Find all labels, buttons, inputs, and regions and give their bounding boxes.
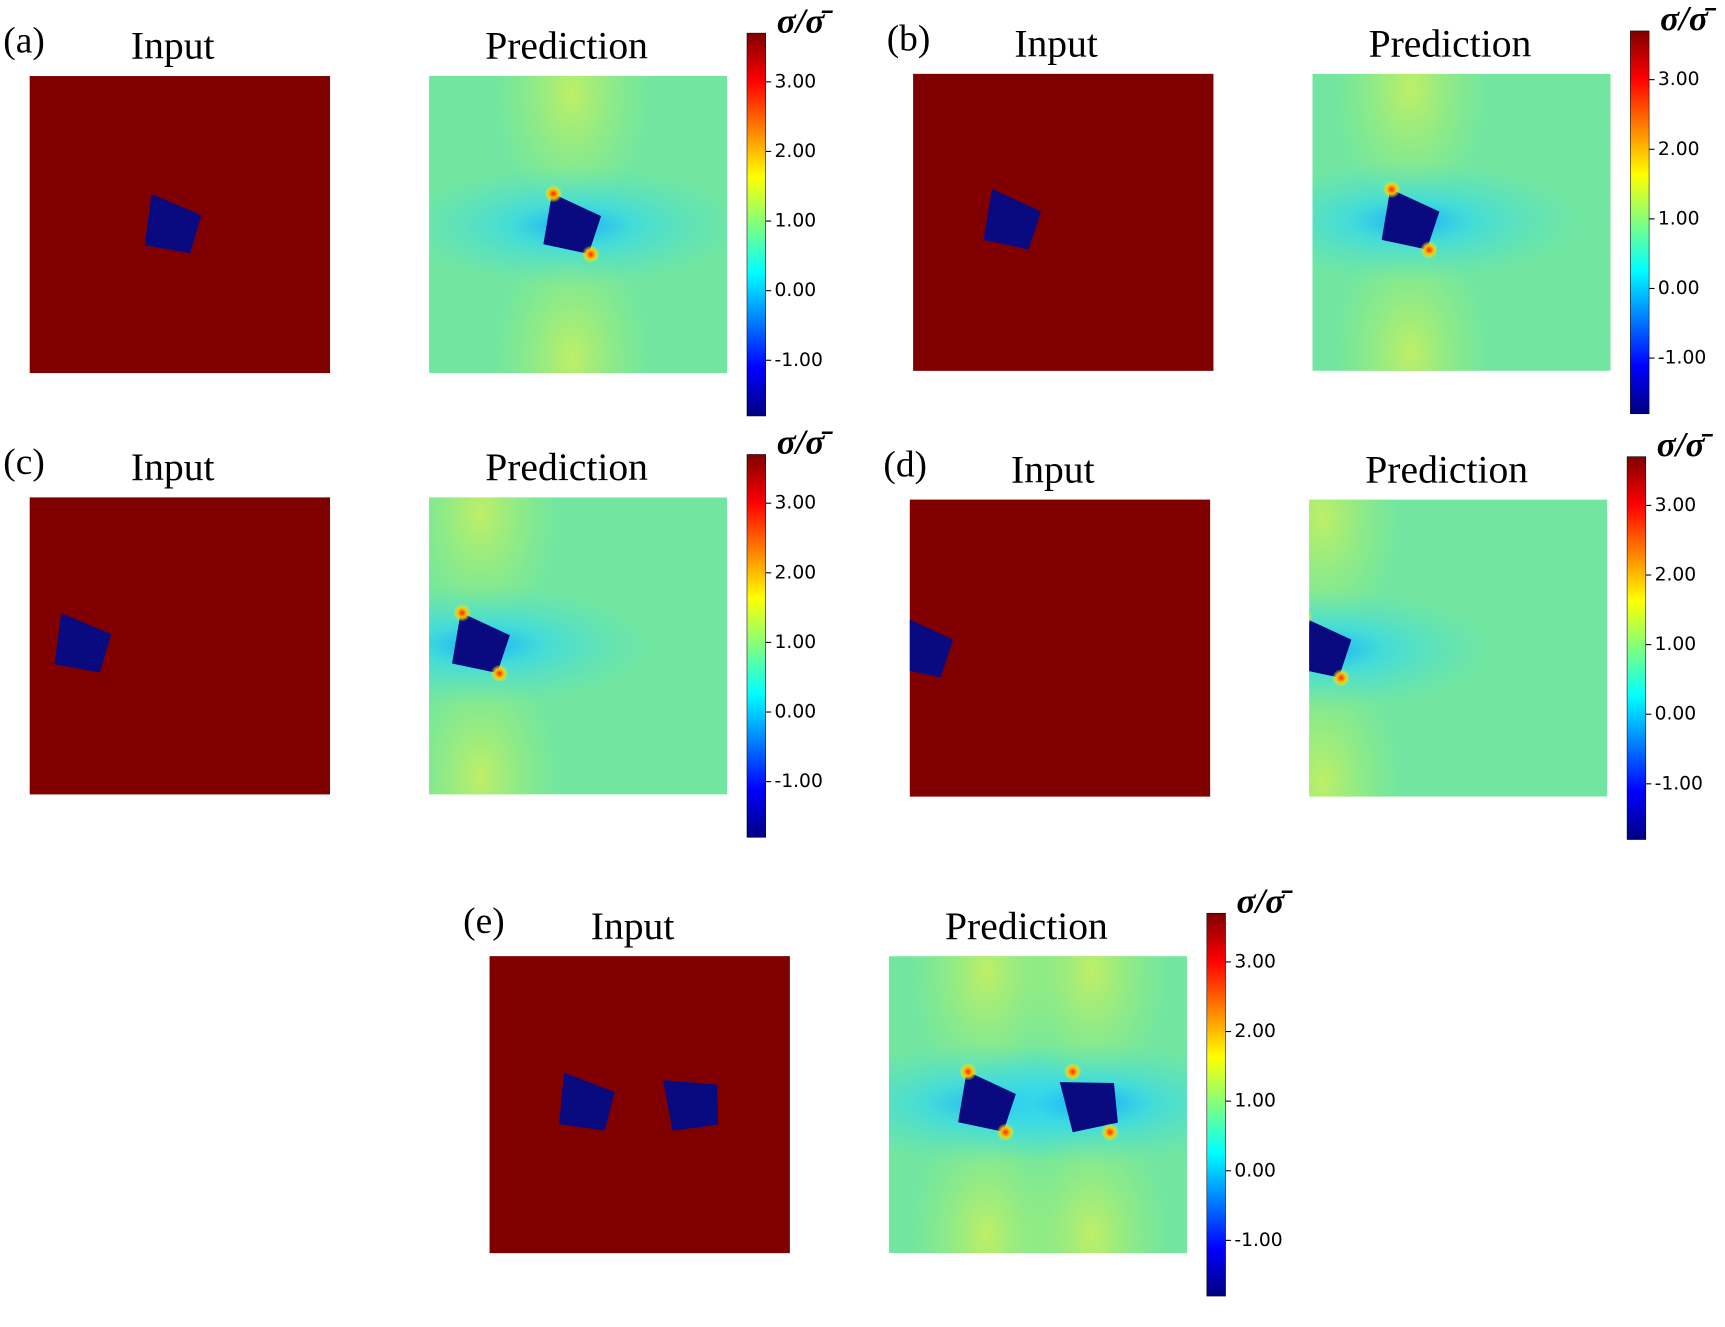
inclusion (1309, 616, 1352, 678)
colorbar-tick-label: -1.00 (774, 350, 822, 371)
input-inclusions (983, 188, 1042, 250)
prediction-title: Prediction (485, 24, 648, 68)
panel-label: (e) (463, 901, 505, 942)
stress-concentration (959, 1062, 977, 1081)
inclusion (144, 193, 202, 254)
input-field (909, 499, 1211, 797)
colorbar-tick-label: 1.00 (774, 632, 816, 653)
colorbar-label: σ/σ̄ (1237, 882, 1294, 921)
colorbar-tick-label: 2.00 (1234, 1021, 1276, 1042)
colorbar-tick-label: 2.00 (774, 141, 816, 162)
colorbar-tick-label: -1.00 (1234, 1230, 1282, 1251)
colorbar-tick-label: 0.00 (774, 280, 816, 301)
input-field (489, 956, 790, 1254)
input-title: Input (591, 904, 675, 948)
stress-concentration (1309, 610, 1313, 625)
colorbar-tick-label: 1.00 (1234, 1091, 1276, 1112)
colorbar (746, 32, 766, 417)
prediction-title: Prediction (1369, 22, 1532, 66)
colorbar-tick-label: 0.00 (1658, 278, 1700, 299)
colorbar-tick-label: 0.00 (1234, 1160, 1276, 1181)
colorbar-tick-label: 1.00 (1655, 634, 1697, 655)
colorbar-tick-label: 3.00 (1658, 69, 1700, 90)
colorbar-tick-label: 2.00 (1658, 139, 1700, 160)
panel-label: (a) (3, 21, 45, 62)
panel: (a) Input Prediction 3.00 2.00 1.00 0.00 -1.00 σ… (3, 1, 834, 417)
colorbar-tick-label: 0.00 (774, 702, 816, 723)
colorbar-tick-label: 3.00 (774, 71, 816, 92)
input-inclusions (54, 613, 112, 673)
colorbar-label: σ/σ̄ (1657, 425, 1714, 464)
inclusion (663, 1079, 719, 1131)
stress-concentration (1332, 669, 1350, 687)
colorbar-label: σ/σ̄ (1660, 0, 1717, 38)
colorbar (746, 454, 766, 838)
colorbar-tick-label: 3.00 (1234, 951, 1276, 972)
colorbar-tick-label: 3.00 (774, 493, 816, 514)
colorbar (1206, 912, 1226, 1297)
colorbar-tick-label: -1.00 (1655, 773, 1703, 794)
input-inclusions (144, 193, 202, 254)
inclusion (1381, 188, 1440, 250)
panel: (d) Input Prediction 3.00 2.00 1.00 0.00 -1.00 σ… (883, 425, 1714, 840)
inclusion (983, 188, 1042, 250)
stress-concentration (1382, 180, 1401, 199)
inclusion (543, 193, 602, 254)
prediction-title: Prediction (945, 904, 1108, 948)
field-low (1309, 588, 1499, 710)
panel-label: (b) (887, 19, 931, 60)
panel: (e) Input Prediction 3.00 2.00 1.00 0.00 -1.00 σ… (463, 882, 1294, 1297)
stress-concentration (996, 1123, 1015, 1141)
input-title: Input (131, 445, 215, 489)
colorbar-label: σ/σ̄ (777, 423, 834, 462)
input-title: Input (1011, 447, 1095, 491)
colorbar-tick-label: 1.00 (1658, 208, 1700, 229)
prediction-field (429, 76, 728, 374)
stress-concentration (490, 664, 509, 683)
input-field (913, 73, 1214, 371)
inclusion (909, 616, 954, 678)
colorbar-tick-label: 1.00 (774, 211, 816, 232)
field-low (915, 1043, 1188, 1165)
colorbar-tick-label: -1.00 (774, 771, 822, 792)
field-low (429, 584, 657, 706)
colorbar-tick-label: -1.00 (1658, 348, 1706, 369)
stress-concentration (453, 604, 471, 622)
input-title: Input (131, 24, 215, 68)
prediction-title: Prediction (485, 445, 648, 489)
prediction-field (1312, 73, 1611, 371)
inclusion (452, 612, 510, 674)
prediction-field (888, 956, 1188, 1254)
colorbar-tick-label: 0.00 (1655, 704, 1697, 725)
panel-label: (d) (883, 444, 927, 485)
stress-concentration (544, 184, 563, 203)
prediction-field (429, 497, 728, 795)
inclusion (1059, 1082, 1118, 1133)
colorbar (1630, 30, 1650, 415)
input-title: Input (1014, 22, 1098, 66)
prediction-title: Prediction (1365, 447, 1528, 491)
colorbar-tick-label: 2.00 (1655, 565, 1697, 586)
inclusion (958, 1071, 1016, 1132)
stress-concentration (1063, 1062, 1082, 1081)
panel: (c) Input Prediction 3.00 2.00 1.00 0.00 -1.00 σ… (3, 423, 834, 838)
stress-concentration (1420, 241, 1438, 259)
stress-concentration (581, 245, 600, 264)
field-low (1312, 160, 1587, 282)
panel-label: (c) (3, 442, 45, 483)
inclusion (54, 613, 112, 673)
prediction-field (1309, 499, 1608, 797)
input-inclusions (909, 616, 954, 678)
colorbar (1626, 456, 1647, 840)
colorbar-tick-label: 2.00 (774, 562, 816, 583)
inclusion (559, 1072, 615, 1131)
input-inclusions (559, 1072, 719, 1131)
colorbar-label: σ/σ̄ (777, 1, 834, 40)
colorbar-tick-label: 3.00 (1655, 495, 1697, 516)
stress-concentration (1101, 1123, 1119, 1141)
panel: (b) Input Prediction 3.00 2.00 1.00 0.00 -1.00 σ… (887, 0, 1717, 415)
